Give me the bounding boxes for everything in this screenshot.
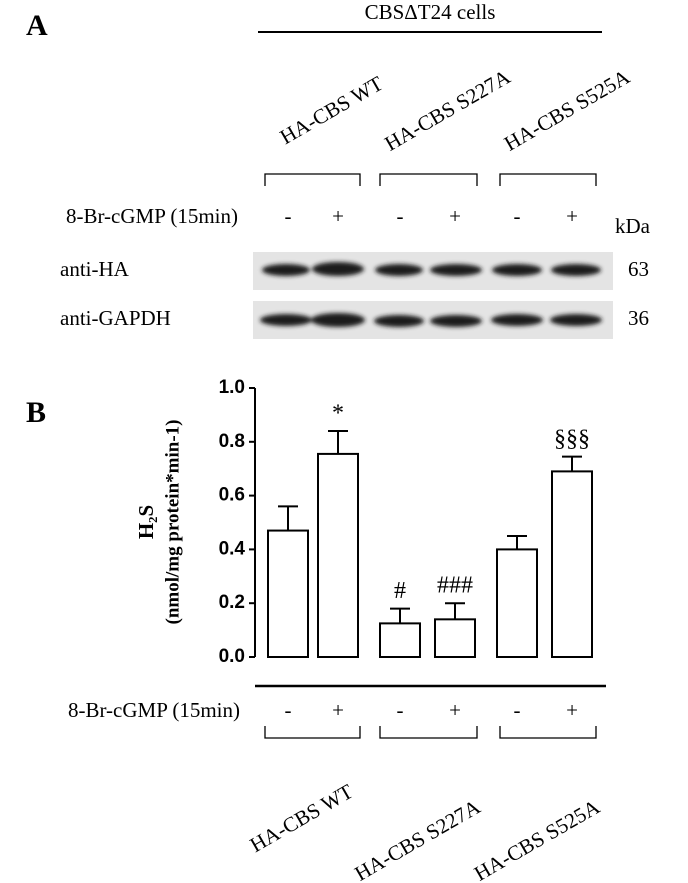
y-tick-label: 0.0 [219, 646, 245, 667]
treatment: + [566, 204, 578, 228]
significance: §§§ [554, 426, 590, 452]
group-label: HA-CBS S525A [470, 794, 604, 883]
y-label: H₂S [134, 505, 158, 539]
treatment: - [285, 204, 292, 228]
significance: ### [437, 573, 473, 599]
unit: kDa [615, 214, 651, 238]
treatment: + [449, 698, 461, 722]
y-label: (nmol/mg protein*min-1) [162, 420, 183, 625]
treatment: - [285, 698, 292, 722]
treatment: - [514, 204, 521, 228]
bracket [499, 173, 597, 186]
treatment-label: 8-Br-cGMP (15min) [68, 698, 240, 722]
bracket [379, 173, 478, 186]
y-tick-label: 0.4 [219, 538, 246, 559]
blot [253, 252, 613, 339]
treatment: + [449, 204, 461, 228]
bracket [264, 173, 361, 186]
group-label: HA-CBS WT [246, 779, 357, 857]
treatment: + [566, 698, 578, 722]
significance: * [332, 401, 344, 427]
row-label: anti-GAPDH [60, 306, 171, 330]
header: CBSΔT24 cells [365, 0, 496, 24]
y-tick-label: 0.6 [219, 485, 245, 506]
treatment: - [514, 698, 521, 722]
y-tick-label: 1.0 [219, 377, 245, 398]
group-label: HA-CBS S227A [351, 794, 485, 883]
treatment: + [332, 204, 344, 228]
treatment: + [332, 698, 344, 722]
bar [496, 548, 538, 659]
group-label: HA-CBS S525A [500, 64, 634, 156]
bar [317, 452, 359, 658]
y-tick-label: 0.8 [219, 431, 245, 452]
y-axis-title: H₂S (nmol/mg protein*min-1) [134, 420, 184, 625]
row-label: anti-HA [60, 257, 130, 281]
treatment: - [397, 698, 404, 722]
group-label: HA-CBS WT [276, 71, 387, 149]
bar [434, 618, 476, 659]
bar [267, 529, 309, 659]
bracket [499, 726, 597, 739]
y-tick-label: 0.2 [219, 592, 245, 613]
panel-label: B [26, 396, 46, 429]
bracket [379, 726, 478, 739]
kda: 63 [628, 257, 649, 281]
kda: 36 [628, 306, 649, 330]
bracket [264, 726, 361, 739]
treatment: - [397, 204, 404, 228]
bar [551, 470, 593, 659]
treatment-label: 8-Br-cGMP (15min) [66, 204, 238, 228]
significance: # [394, 578, 406, 604]
panel-label: A [26, 9, 48, 42]
bar [379, 622, 421, 658]
group-label: HA-CBS S227A [381, 64, 515, 156]
